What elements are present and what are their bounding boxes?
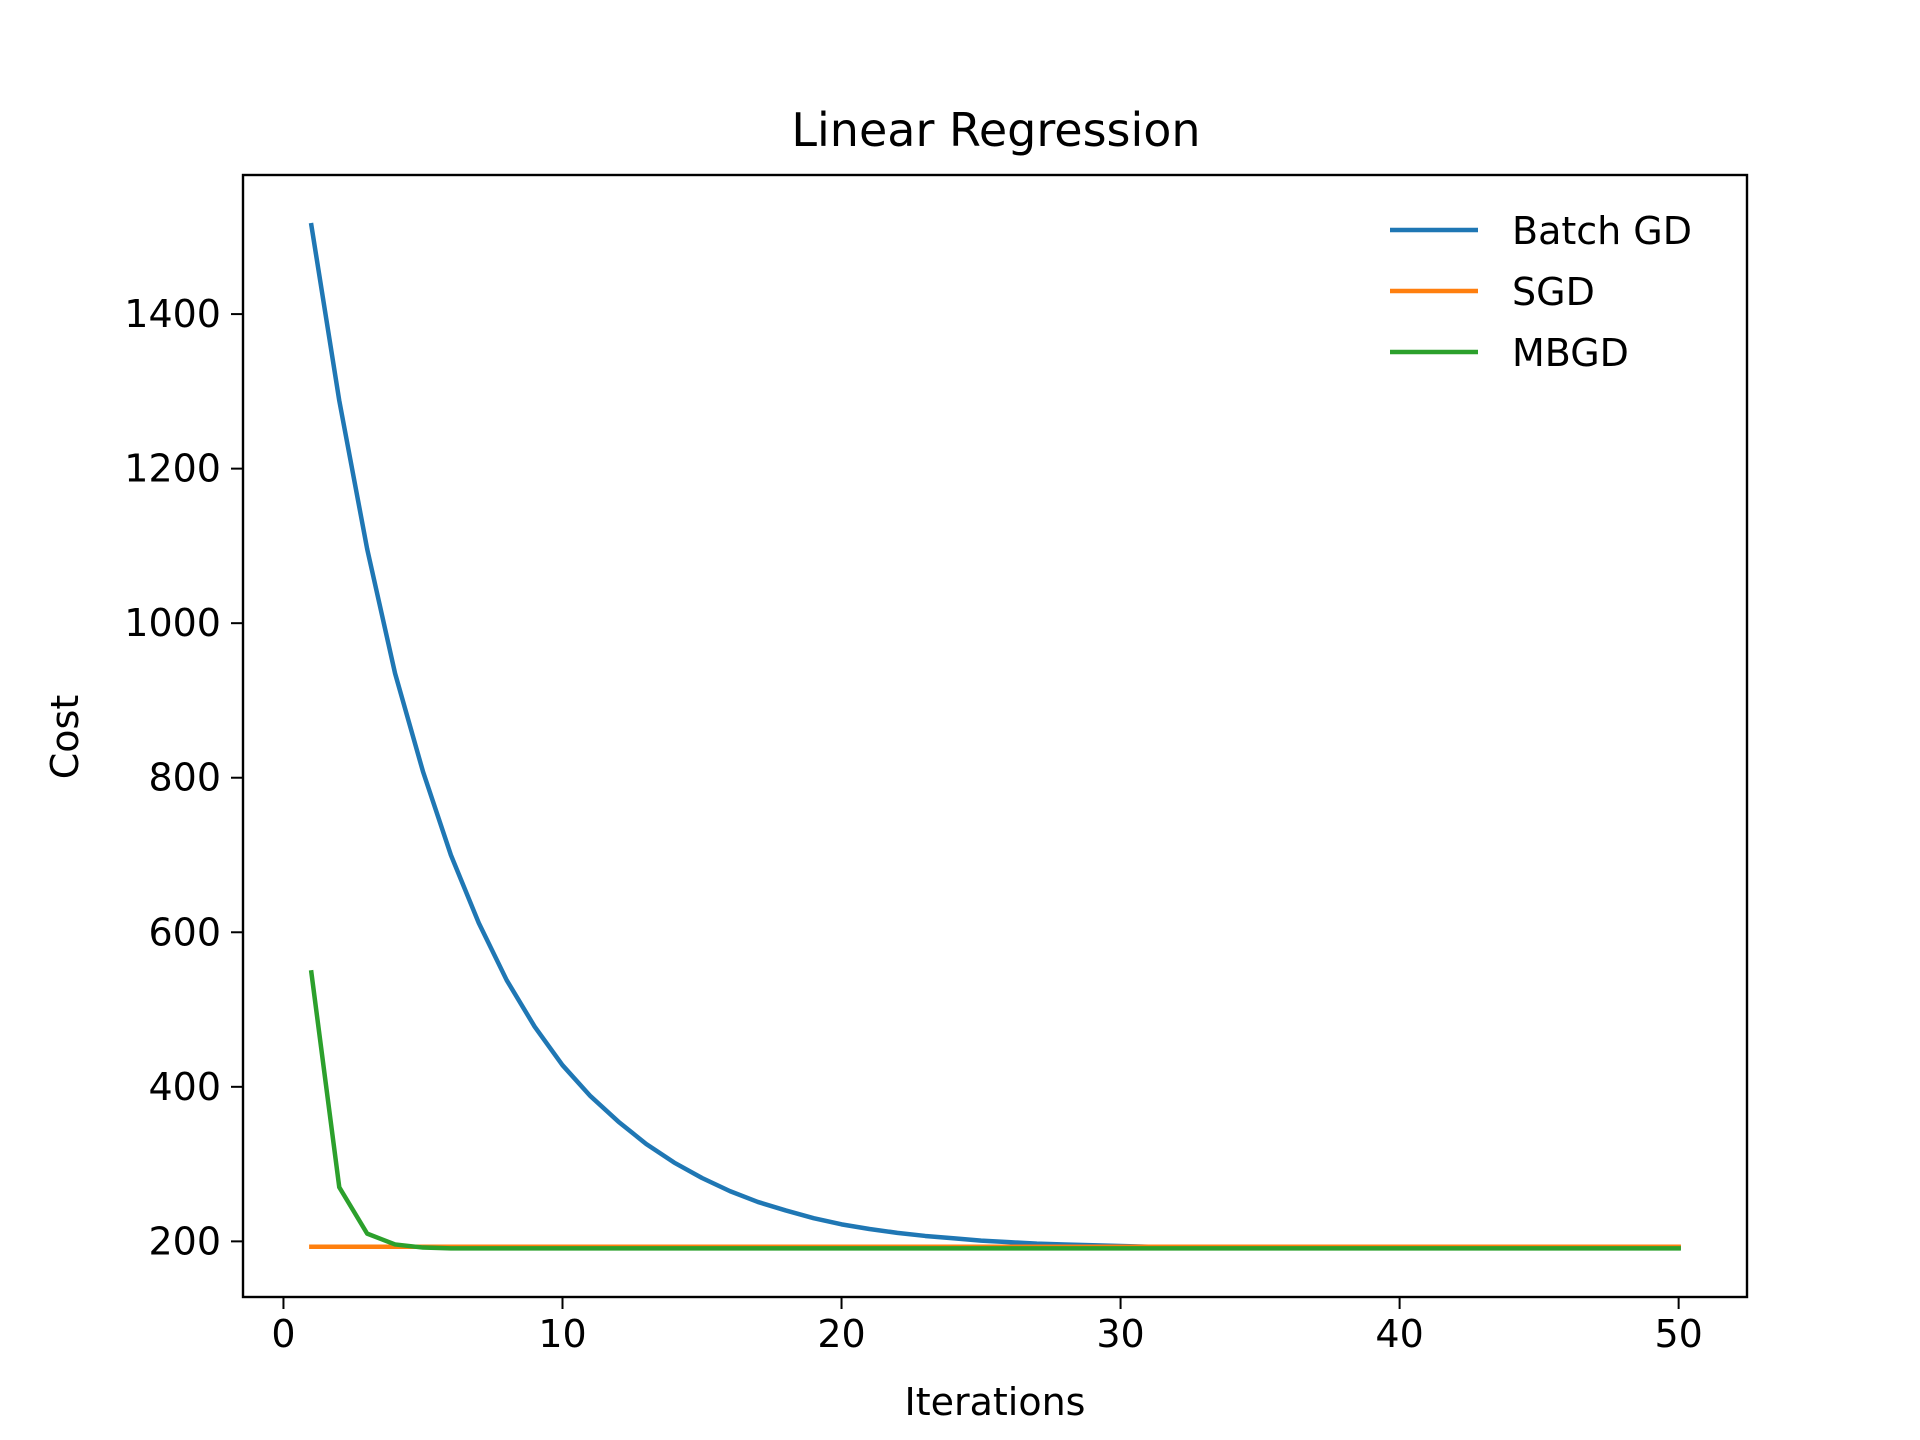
series-line-mbgd (308, 969, 1681, 1251)
y-tick-label: 600 (148, 910, 221, 954)
y-tick-label: 400 (148, 1065, 221, 1109)
x-axis: 0 10 20 30 40 50 (271, 1297, 1703, 1356)
plot-frame (241, 173, 1749, 1299)
x-tick-label: 30 (1096, 1312, 1144, 1356)
plot-lines (308, 222, 1681, 1251)
x-tick-label: 0 (271, 1312, 295, 1356)
y-tick-label: 800 (148, 756, 221, 800)
x-axis-label: Iterations (905, 1380, 1086, 1424)
y-tick-label: 200 (148, 1219, 221, 1263)
legend: Batch GD SGD MBGD (1390, 209, 1692, 375)
chart-title: Linear Regression (791, 103, 1200, 157)
x-tick-label: 40 (1375, 1312, 1423, 1356)
legend-label-sgd: SGD (1512, 270, 1595, 314)
y-tick-label: 1000 (124, 601, 221, 645)
legend-label-mbgd: MBGD (1512, 331, 1629, 375)
x-tick-label: 50 (1654, 1312, 1702, 1356)
x-tick-label: 10 (538, 1312, 586, 1356)
y-axis: 200 400 600 800 1000 1200 1400 (124, 292, 243, 1263)
y-tick-label: 1200 (124, 447, 221, 491)
y-axis-label: Cost (43, 695, 87, 779)
x-tick-label: 20 (817, 1312, 865, 1356)
y-tick-label: 1400 (124, 292, 221, 336)
legend-label-batch-gd: Batch GD (1512, 209, 1692, 253)
